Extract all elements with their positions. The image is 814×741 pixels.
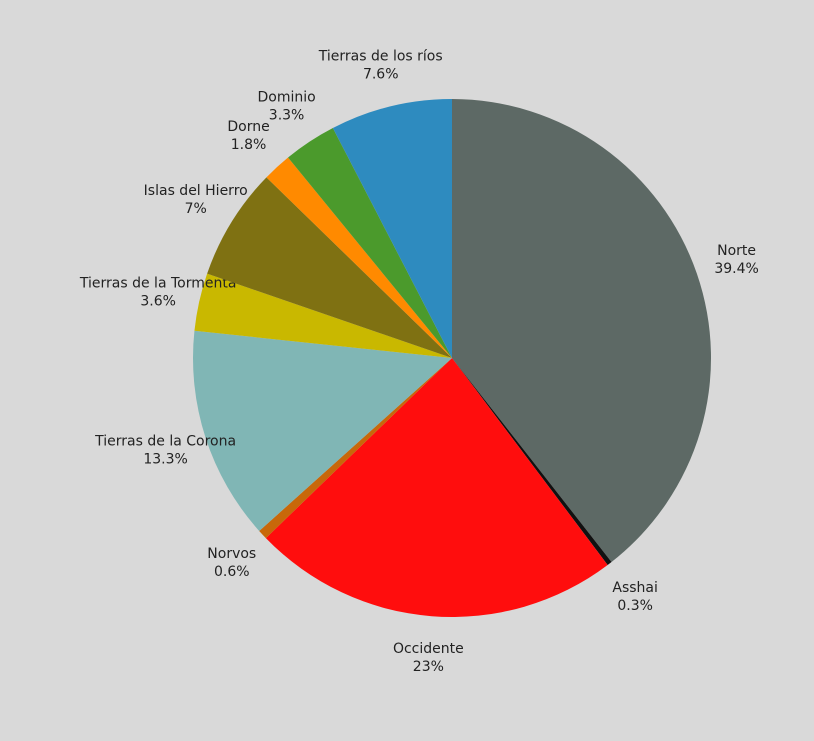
- pie-slice: [452, 99, 711, 563]
- pie-slice: [266, 157, 452, 358]
- slice-value-label: 7%: [185, 201, 207, 217]
- slice-value-label: 3.6%: [140, 294, 176, 310]
- slice-label: Tierras de la Corona: [94, 434, 236, 450]
- slice-label: Tierras de los ríos: [318, 49, 443, 65]
- pie-slice: [207, 177, 452, 358]
- pie-slice: [194, 273, 452, 358]
- slice-label: Asshai: [612, 580, 658, 596]
- slice-value-label: 3.3%: [269, 108, 305, 124]
- slice-label: Norvos: [207, 546, 256, 562]
- slice-label: Tierras de la Tormenta: [79, 276, 237, 292]
- pie-slice: [192, 330, 452, 531]
- slice-value-label: 13.3%: [143, 452, 187, 468]
- slice-label: Dominio: [257, 90, 315, 106]
- pie-slice: [332, 99, 452, 358]
- slice-label: Islas del Hierro: [144, 183, 248, 199]
- pie-slice: [259, 358, 452, 539]
- slice-value-label: 7.6%: [363, 67, 399, 83]
- slice-value-label: 23%: [413, 659, 444, 675]
- slice-label: Occidente: [393, 641, 464, 657]
- pie-slice: [265, 358, 608, 617]
- slice-value-label: 0.3%: [617, 598, 653, 614]
- pie-slice: [288, 128, 452, 358]
- slice-value-label: 39.4%: [714, 261, 758, 277]
- slice-value-label: 0.6%: [214, 564, 250, 580]
- slice-label: Dorne: [227, 119, 269, 135]
- pie-slice: [452, 358, 612, 566]
- slice-value-label: 1.8%: [231, 137, 267, 153]
- slice-label: Norte: [717, 243, 756, 259]
